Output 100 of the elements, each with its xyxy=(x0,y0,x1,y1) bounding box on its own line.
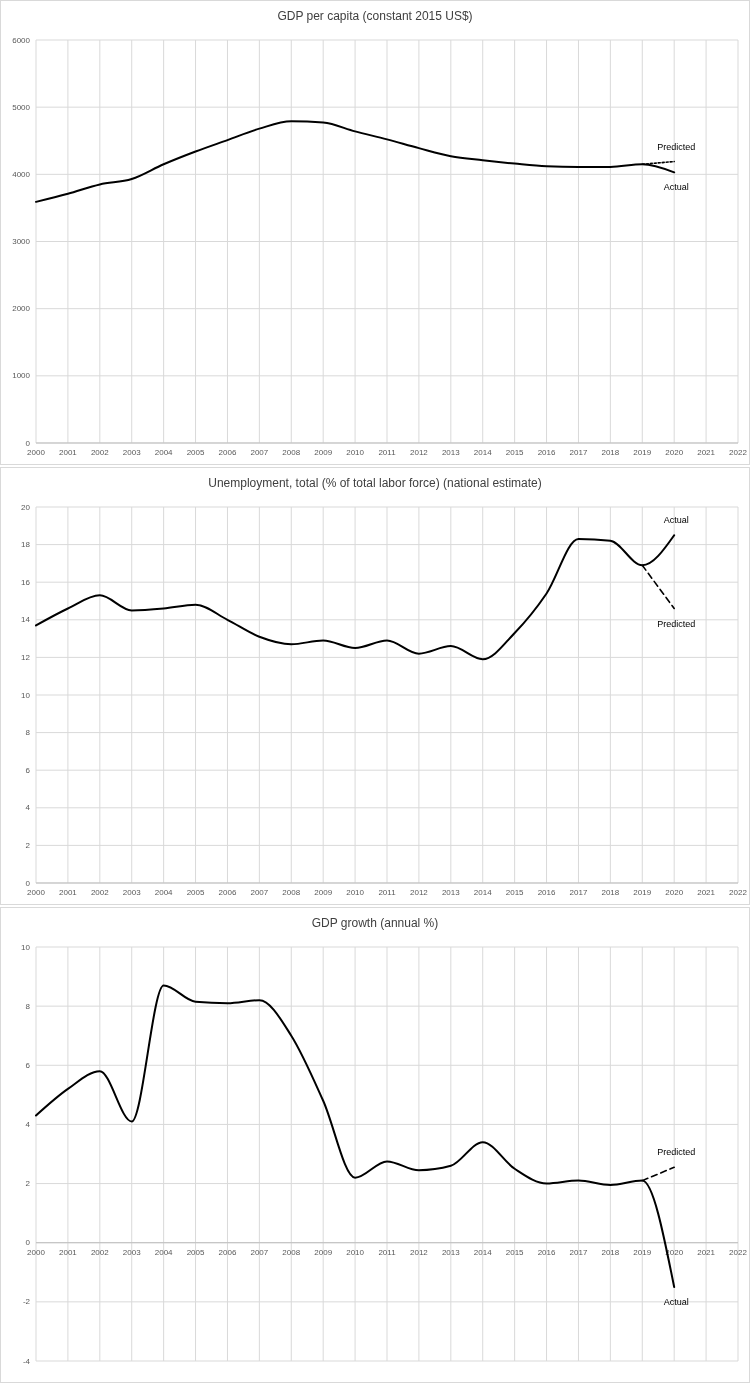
x-tick-label: 2022 xyxy=(729,1247,748,1257)
x-tick-label: 2019 xyxy=(633,888,652,897)
x-tick-label: 2003 xyxy=(122,1247,142,1257)
y-tick-label: 16 xyxy=(21,577,31,587)
x-tick-label: 2002 xyxy=(90,888,110,897)
y-tick-label: 18 xyxy=(21,540,31,550)
x-tick-label: 2012 xyxy=(410,888,429,897)
x-tick-label: 2013 xyxy=(441,888,461,897)
x-tick-label: 2008 xyxy=(282,1247,301,1257)
x-tick-label: 2006 xyxy=(218,448,237,457)
chart-title: Unemployment, total (% of total labor force) (national estimate) xyxy=(208,476,542,490)
y-tick-label: 0 xyxy=(25,878,31,888)
x-tick-label: 2005 xyxy=(186,1247,205,1257)
series-label: Predicted xyxy=(657,1147,696,1158)
x-tick-label: 2009 xyxy=(314,888,333,897)
x-tick-label: 2018 xyxy=(601,1247,620,1257)
x-tick-label: 2001 xyxy=(59,448,78,457)
x-tick-label: 2012 xyxy=(410,1247,429,1257)
x-tick-label: 2002 xyxy=(90,1247,110,1257)
series-label: Actual xyxy=(663,515,689,526)
x-tick-label: 2015 xyxy=(505,448,525,457)
y-tick-label: -2 xyxy=(22,1297,31,1307)
x-tick-label: 2008 xyxy=(282,448,301,457)
y-tick-label: 6 xyxy=(25,1060,31,1070)
x-tick-label: 2021 xyxy=(697,1247,716,1257)
x-tick-label: 2003 xyxy=(122,448,142,457)
x-tick-label: 2020 xyxy=(665,448,684,457)
x-tick-label: 2004 xyxy=(154,1247,174,1257)
x-tick-label: 2016 xyxy=(537,1247,556,1257)
x-tick-label: 2001 xyxy=(59,888,78,897)
x-tick-label: 2014 xyxy=(473,888,493,897)
x-tick-label: 2004 xyxy=(154,448,174,457)
x-tick-label: 2020 xyxy=(665,888,684,897)
y-tick-label: 1000 xyxy=(12,371,31,381)
x-tick-label: 2001 xyxy=(59,1247,78,1257)
x-tick-label: 2013 xyxy=(441,1247,461,1257)
x-tick-label: 2003 xyxy=(122,888,142,897)
y-tick-label: 10 xyxy=(21,942,31,952)
x-tick-label: 2005 xyxy=(186,888,205,897)
series-label: Actual xyxy=(663,1297,689,1308)
x-tick-label: 2015 xyxy=(505,1247,525,1257)
x-tick-label: 2018 xyxy=(601,888,620,897)
x-tick-label: 2022 xyxy=(729,448,748,457)
y-tick-label: 4 xyxy=(25,1119,31,1129)
x-tick-label: 2009 xyxy=(314,448,333,457)
x-tick-label: 2019 xyxy=(633,1247,652,1257)
y-tick-label: 14 xyxy=(21,615,31,625)
x-tick-label: 2010 xyxy=(346,1247,365,1257)
x-tick-label: 2018 xyxy=(601,448,620,457)
x-tick-label: 2010 xyxy=(346,888,365,897)
x-tick-label: 2007 xyxy=(250,448,269,457)
y-tick-label: 6000 xyxy=(12,35,31,45)
y-tick-label: 8 xyxy=(25,728,31,738)
x-tick-label: 2022 xyxy=(729,888,748,897)
x-tick-label: 2017 xyxy=(569,1247,588,1257)
y-tick-label: 8 xyxy=(25,1001,31,1011)
x-tick-label: 2011 xyxy=(378,1247,397,1257)
x-tick-label: 2016 xyxy=(537,448,556,457)
x-tick-label: 2011 xyxy=(378,888,397,897)
y-tick-label: 0 xyxy=(25,438,31,448)
x-tick-label: 2004 xyxy=(154,888,174,897)
x-tick-label: 2006 xyxy=(218,1247,237,1257)
x-tick-label: 2014 xyxy=(473,1247,493,1257)
series-label: Predicted xyxy=(657,141,696,152)
x-tick-label: 2017 xyxy=(569,448,588,457)
y-tick-label: 4 xyxy=(25,803,31,813)
y-tick-label: 6 xyxy=(25,765,31,775)
y-tick-label: 2 xyxy=(25,840,31,850)
y-tick-label: 12 xyxy=(21,652,31,662)
y-tick-label: 4000 xyxy=(12,169,31,179)
chart-title: GDP per capita (constant 2015 US$) xyxy=(277,9,473,23)
x-tick-label: 2013 xyxy=(441,448,461,457)
x-tick-label: 2017 xyxy=(569,888,588,897)
y-tick-label: 10 xyxy=(21,690,31,700)
chart-title: GDP growth (annual %) xyxy=(311,916,439,930)
series-label: Predicted xyxy=(657,618,696,629)
x-tick-label: 2021 xyxy=(697,888,716,897)
x-tick-label: 2019 xyxy=(633,448,652,457)
x-tick-label: 2008 xyxy=(282,888,301,897)
x-tick-label: 2012 xyxy=(410,448,429,457)
x-tick-label: 2014 xyxy=(473,448,493,457)
x-tick-label: 2010 xyxy=(346,448,365,457)
x-tick-label: 2005 xyxy=(186,448,205,457)
y-tick-label: 0 xyxy=(25,1238,31,1248)
x-tick-label: 2011 xyxy=(378,448,397,457)
x-tick-label: 2007 xyxy=(250,888,269,897)
x-tick-label: 2006 xyxy=(218,888,237,897)
x-tick-label: 2007 xyxy=(250,1247,269,1257)
y-tick-label: 2 xyxy=(25,1179,31,1189)
x-tick-label: 2002 xyxy=(90,448,110,457)
y-tick-label: 20 xyxy=(21,502,31,512)
y-tick-label: 2000 xyxy=(12,304,31,314)
x-tick-label: 2021 xyxy=(697,448,716,457)
y-tick-label: 3000 xyxy=(12,237,31,247)
x-tick-label: 2015 xyxy=(505,888,525,897)
x-tick-label: 2016 xyxy=(537,888,556,897)
y-tick-label: 5000 xyxy=(12,102,31,112)
y-tick-label: -4 xyxy=(22,1356,31,1366)
series-label: Actual xyxy=(663,182,689,193)
x-tick-label: 2009 xyxy=(314,1247,333,1257)
